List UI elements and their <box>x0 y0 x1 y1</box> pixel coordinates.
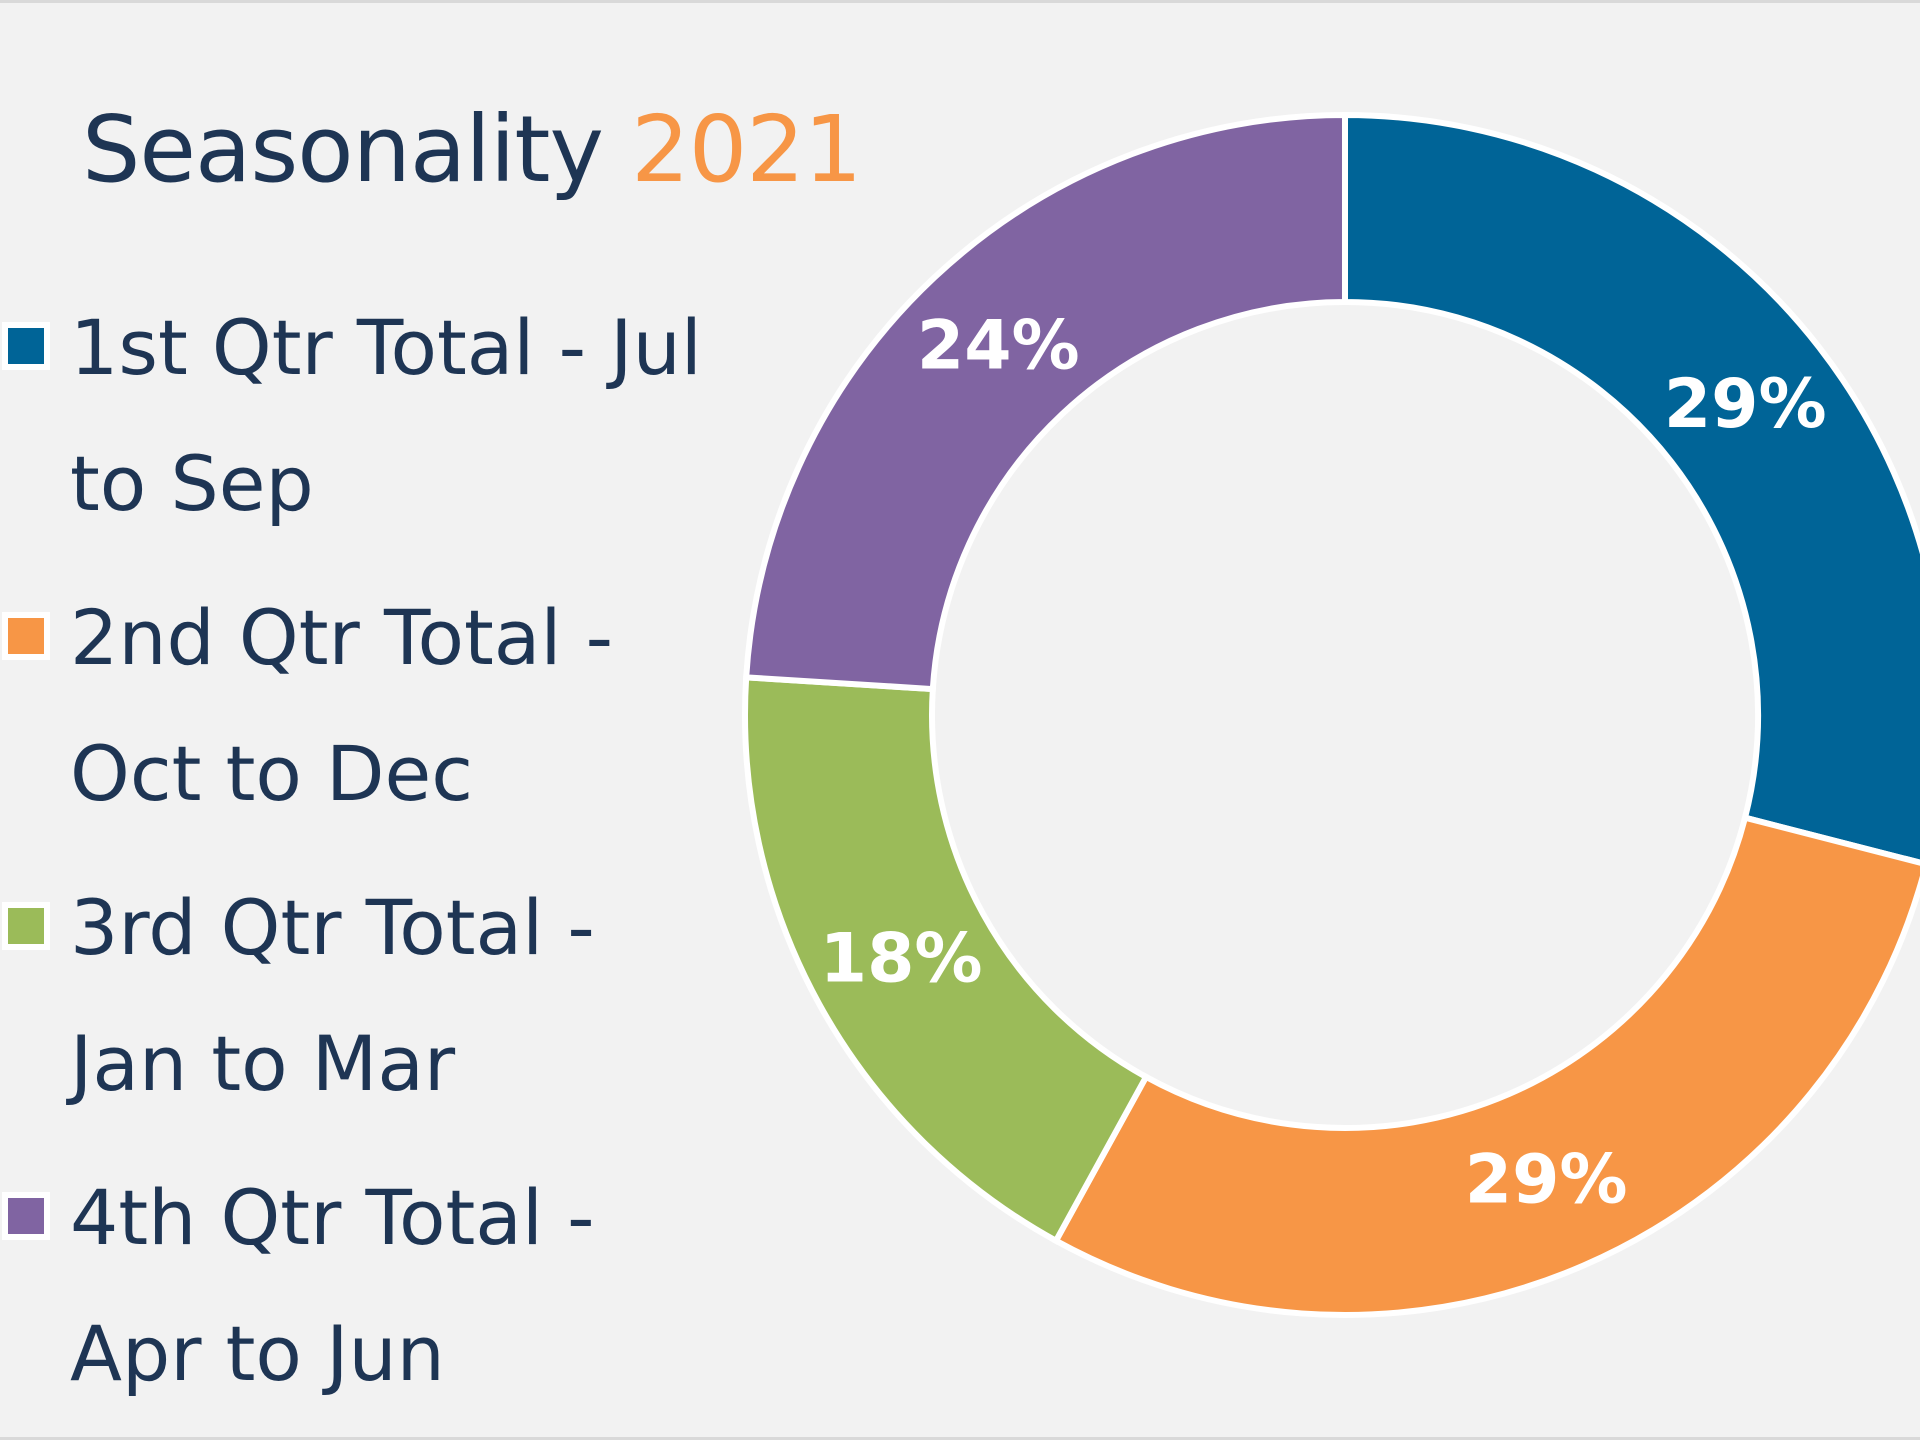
legend-swatch-q2 <box>2 612 50 660</box>
legend-label-q3: 3rd Qtr Total - Jan to Mar <box>70 883 595 1108</box>
legend-swatch-q1 <box>2 322 50 370</box>
donut-slice-q1 <box>1342 111 1920 866</box>
donut-slice-labels: 29% 29% 18% 24% <box>820 306 1827 1219</box>
donut-slice-q3 <box>742 674 1151 1245</box>
legend-swatch-q4 <box>2 1192 50 1240</box>
legend-swatch-q3 <box>2 902 50 950</box>
donut-slice-q4 <box>742 111 1348 693</box>
donut-label-q1: 29% <box>1664 365 1827 444</box>
donut-label-q4: 24% <box>917 306 1080 385</box>
donut-label-q2: 29% <box>1465 1140 1628 1219</box>
bottom-border <box>0 1437 1920 1440</box>
donut-slices <box>742 111 1920 1318</box>
chart-title-text: Seasonality <box>82 96 604 203</box>
legend-label-q4: 4th Qtr Total - Apr to Jun <box>70 1173 595 1398</box>
donut-slice-q2 <box>1051 814 1920 1318</box>
chart-title: Seasonality 2021 <box>82 95 862 205</box>
legend-label-q1: 1st Qtr Total - Jul to Sep <box>70 303 702 528</box>
chart-title-year: 2021 <box>631 96 862 203</box>
legend-label-q2: 2nd Qtr Total - Oct to Dec <box>70 593 614 818</box>
top-border <box>0 0 1920 3</box>
donut-label-q3: 18% <box>820 920 983 999</box>
